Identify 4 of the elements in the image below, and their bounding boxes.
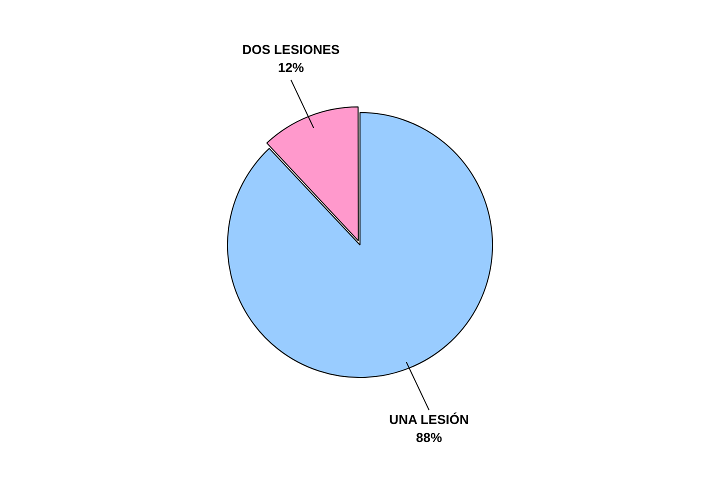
slice-label: DOS LESIONES xyxy=(242,42,340,57)
data-label: 88% xyxy=(416,430,442,446)
slice-label: UNA LESIÓN xyxy=(389,412,469,428)
data-label: 12% xyxy=(278,60,304,75)
